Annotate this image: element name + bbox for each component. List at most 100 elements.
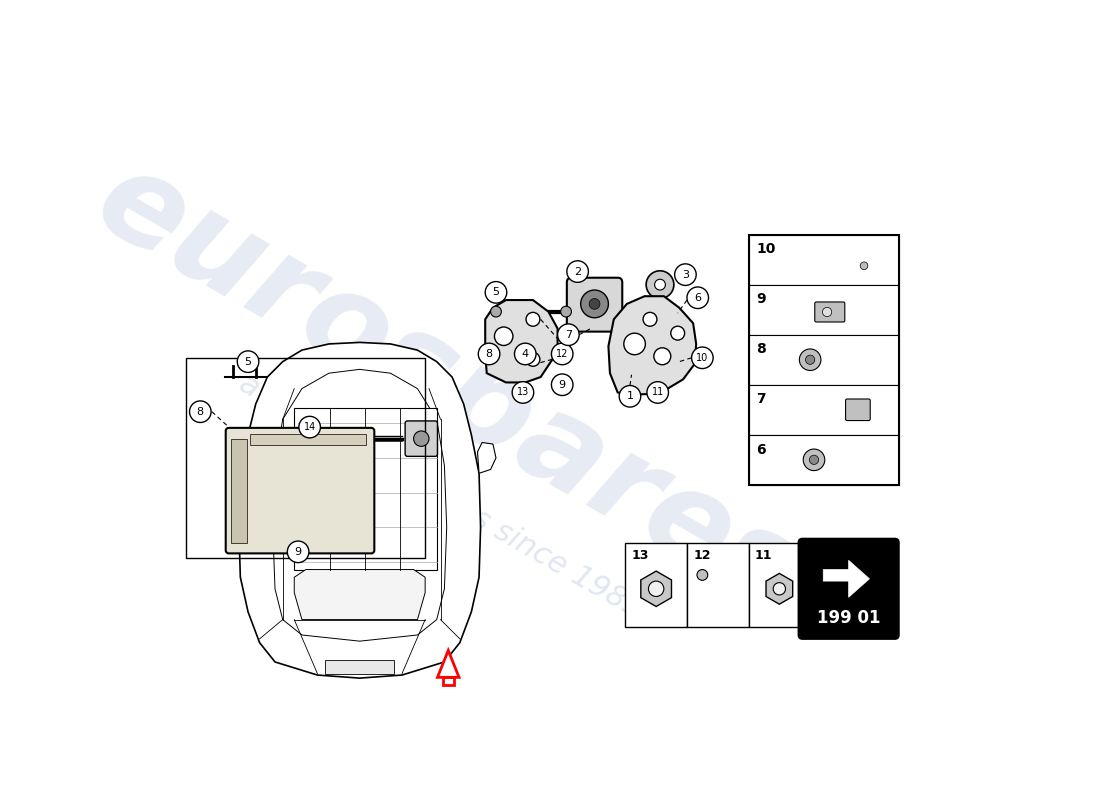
Bar: [625, 542, 686, 627]
Circle shape: [800, 349, 821, 370]
Circle shape: [526, 312, 540, 326]
Bar: [326, 660, 395, 674]
Circle shape: [860, 262, 868, 270]
Circle shape: [238, 351, 258, 373]
Text: 9: 9: [757, 292, 766, 306]
Polygon shape: [641, 571, 671, 606]
Text: 6: 6: [694, 293, 701, 302]
Polygon shape: [438, 650, 459, 678]
Text: 199 01: 199 01: [817, 609, 880, 627]
Circle shape: [513, 382, 534, 403]
Circle shape: [485, 282, 507, 303]
Bar: [443, 678, 453, 685]
Circle shape: [515, 343, 536, 365]
Circle shape: [414, 431, 429, 446]
Circle shape: [551, 374, 573, 395]
Polygon shape: [823, 560, 869, 598]
Circle shape: [624, 333, 646, 354]
Bar: [295, 408, 437, 570]
Bar: [749, 334, 899, 385]
Text: 5: 5: [244, 357, 252, 366]
Polygon shape: [477, 442, 496, 474]
Text: 7: 7: [757, 393, 766, 406]
Bar: [749, 385, 899, 435]
Circle shape: [810, 455, 818, 465]
Text: 9: 9: [559, 380, 565, 390]
FancyBboxPatch shape: [566, 278, 623, 332]
Polygon shape: [608, 296, 696, 394]
Text: 6: 6: [757, 442, 766, 457]
Polygon shape: [766, 574, 793, 604]
Circle shape: [773, 582, 785, 595]
Circle shape: [674, 264, 696, 286]
Text: 10: 10: [757, 242, 776, 256]
Circle shape: [619, 386, 640, 407]
Text: 13: 13: [517, 387, 529, 398]
Circle shape: [805, 355, 815, 364]
FancyBboxPatch shape: [815, 302, 845, 322]
Bar: [295, 412, 356, 489]
Circle shape: [189, 401, 211, 422]
Bar: [186, 358, 425, 558]
Text: 11: 11: [651, 387, 663, 398]
Bar: [231, 438, 246, 542]
Text: 12: 12: [693, 549, 711, 562]
Polygon shape: [273, 370, 447, 641]
Circle shape: [551, 343, 573, 365]
FancyBboxPatch shape: [226, 428, 374, 554]
Text: 3: 3: [682, 270, 689, 280]
Circle shape: [561, 306, 572, 317]
Polygon shape: [239, 342, 481, 678]
Text: 11: 11: [755, 549, 772, 562]
Circle shape: [299, 416, 320, 438]
Polygon shape: [485, 300, 558, 382]
Bar: [356, 412, 377, 570]
Polygon shape: [295, 570, 425, 619]
Text: 7: 7: [564, 330, 572, 340]
Bar: [749, 435, 899, 485]
Circle shape: [647, 382, 669, 403]
Circle shape: [495, 327, 513, 346]
Circle shape: [654, 279, 666, 290]
Text: 1: 1: [627, 391, 634, 402]
Bar: [686, 542, 749, 627]
Circle shape: [558, 324, 579, 346]
Circle shape: [287, 541, 309, 562]
Circle shape: [566, 261, 588, 282]
Circle shape: [491, 306, 502, 317]
Bar: [749, 234, 899, 485]
Circle shape: [581, 290, 608, 318]
Circle shape: [330, 433, 343, 445]
Bar: [749, 285, 899, 334]
Text: 13: 13: [631, 549, 649, 562]
Bar: [749, 542, 810, 627]
Circle shape: [823, 307, 832, 317]
Circle shape: [644, 312, 657, 326]
Circle shape: [646, 270, 674, 298]
Circle shape: [692, 347, 713, 369]
Circle shape: [697, 570, 707, 580]
Bar: [749, 234, 899, 285]
Text: 12: 12: [556, 349, 569, 359]
Text: 4: 4: [521, 349, 529, 359]
Circle shape: [478, 343, 499, 365]
Text: 9: 9: [295, 547, 301, 557]
Bar: [387, 412, 408, 570]
Bar: [414, 412, 436, 570]
FancyBboxPatch shape: [846, 399, 870, 421]
Text: 8: 8: [757, 342, 766, 357]
Text: 5: 5: [493, 287, 499, 298]
Circle shape: [803, 449, 825, 470]
Circle shape: [590, 298, 600, 310]
Text: 10: 10: [696, 353, 708, 363]
FancyBboxPatch shape: [405, 421, 438, 456]
Bar: [298, 496, 356, 570]
FancyBboxPatch shape: [799, 538, 899, 639]
Circle shape: [648, 581, 664, 597]
Bar: [251, 434, 366, 445]
Text: 8: 8: [485, 349, 493, 359]
Circle shape: [526, 353, 540, 366]
Circle shape: [653, 348, 671, 365]
Text: 8: 8: [197, 406, 204, 417]
Text: 2: 2: [574, 266, 581, 277]
